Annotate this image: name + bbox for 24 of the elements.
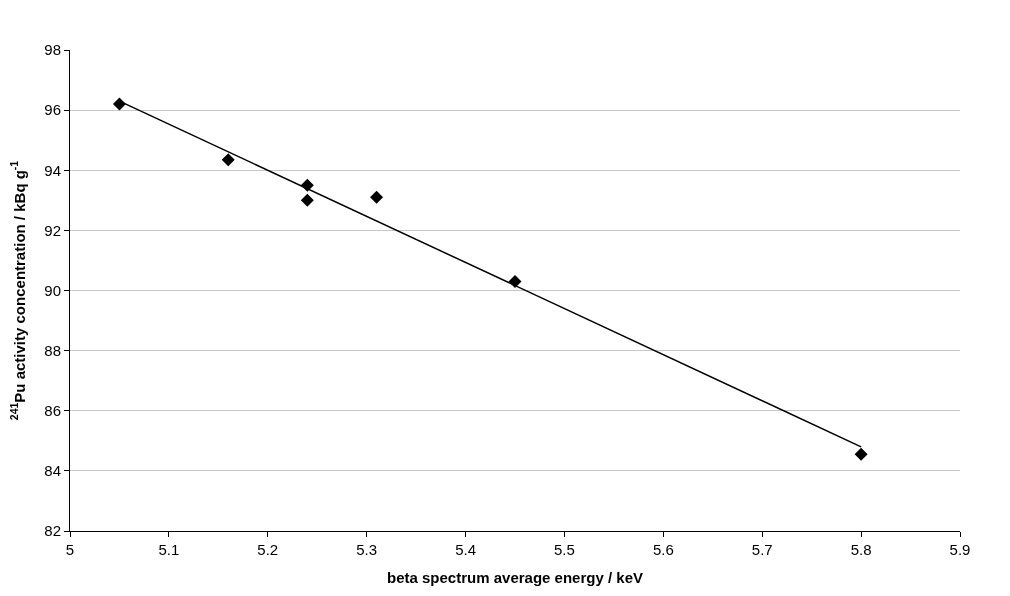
y-tick-label: 90: [44, 281, 61, 299]
x-tick-label: 5.8: [850, 541, 872, 558]
y-tick-label: 96: [44, 101, 61, 119]
x-tick-label: 5.5: [554, 541, 575, 558]
y-tick-label: 88: [44, 341, 61, 359]
y-tick-label: 82: [44, 522, 61, 540]
x-axis-title: beta spectrum average energy / keV: [387, 569, 643, 586]
x-tick-label: 5.9: [949, 541, 971, 558]
y-tick-label: 98: [44, 41, 61, 59]
x-tick-label: 5.6: [652, 541, 674, 558]
x-tick-label: 5.4: [455, 541, 476, 558]
x-tick-label: 5.7: [751, 541, 773, 558]
y-tick-label: 86: [44, 402, 61, 419]
y-tick-label: 92: [44, 221, 61, 239]
x-tick-label: 5: [65, 541, 75, 558]
point: [221, 153, 235, 167]
x-tick-label: 5.2: [257, 541, 279, 558]
x-tick-label: 5.1: [158, 541, 180, 558]
point: [370, 190, 384, 204]
y-tick-label: 84: [44, 462, 61, 480]
y-tick-label: 94: [44, 161, 61, 179]
point: [854, 447, 868, 461]
x-tick-label: 5.3: [356, 541, 378, 558]
point: [300, 193, 314, 207]
